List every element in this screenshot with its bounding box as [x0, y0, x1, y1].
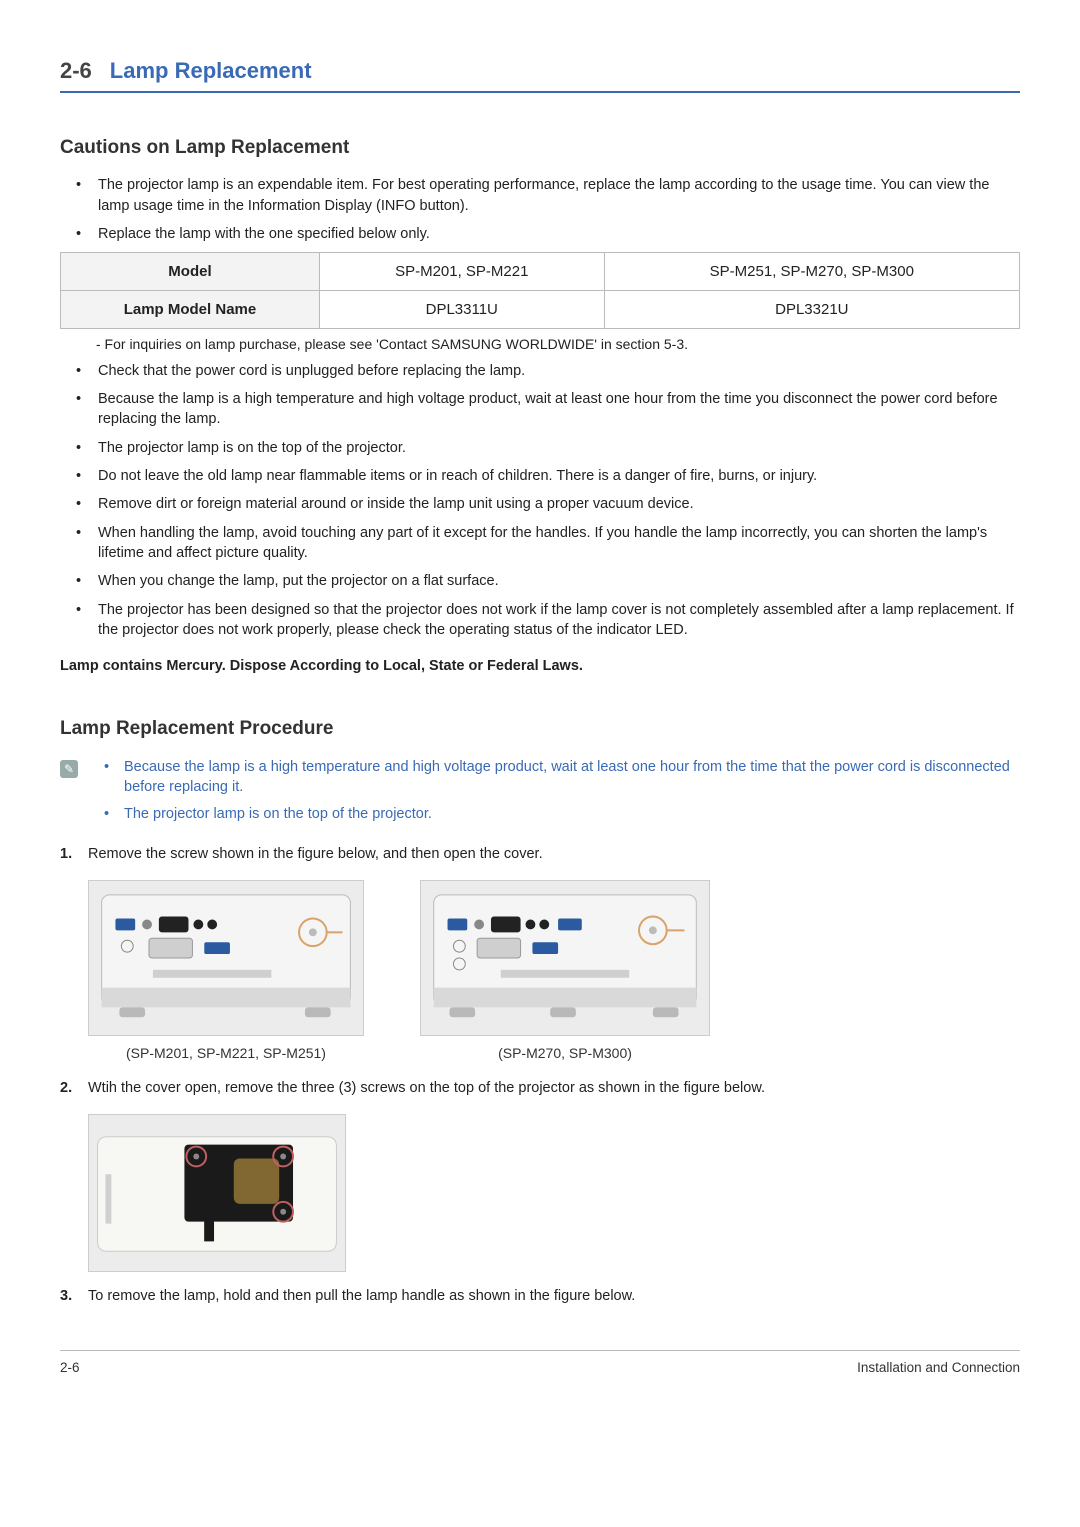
- caution-item: The projector lamp is on the top of the …: [76, 438, 1020, 458]
- procedure-steps: Remove the screw shown in the figure bel…: [60, 844, 1020, 1306]
- caution-item: The projector has been designed so that …: [76, 600, 1020, 641]
- table-cell: DPL3321U: [604, 291, 1019, 329]
- table-header: Model: [61, 253, 320, 291]
- note-item: Because the lamp is a high temperature a…: [104, 757, 1020, 798]
- step-2: Wtih the cover open, remove the three (3…: [60, 1078, 1020, 1272]
- cautions-heading: Cautions on Lamp Replacement: [60, 135, 1020, 162]
- note-body: Because the lamp is a high temperature a…: [88, 757, 1020, 830]
- caution-item: Do not leave the old lamp near flammable…: [76, 466, 1020, 486]
- caution-item: The projector lamp is an expendable item…: [76, 175, 1020, 216]
- caution-item: Remove dirt or foreign material around o…: [76, 494, 1020, 514]
- step2-figures: [88, 1114, 1020, 1272]
- table-header: Lamp Model Name: [61, 291, 320, 329]
- caution-item: Because the lamp is a high temperature a…: [76, 389, 1020, 430]
- projector-figure-b: [420, 880, 710, 1036]
- table-cell: SP-M251, SP-M270, SP-M300: [604, 253, 1019, 291]
- caution-item: Replace the lamp with the one specified …: [76, 224, 1020, 244]
- caution-item: When you change the lamp, put the projec…: [76, 571, 1020, 591]
- step-text: To remove the lamp, hold and then pull t…: [88, 1288, 635, 1304]
- projector-top-figure: [88, 1114, 346, 1272]
- section-label: Lamp Replacement: [110, 56, 312, 87]
- procedure-note: ✎ Because the lamp is a high temperature…: [60, 757, 1020, 830]
- footer-left: 2-6: [60, 1359, 80, 1378]
- step-1: Remove the screw shown in the figure bel…: [60, 844, 1020, 1064]
- figure-b-caption: (SP-M270, SP-M300): [498, 1044, 632, 1064]
- projector-figure-a: [88, 880, 364, 1036]
- table-footnote: - For inquiries on lamp purchase, please…: [60, 335, 1020, 355]
- cautions-list-pre: The projector lamp is an expendable item…: [60, 175, 1020, 244]
- table-row: Lamp Model Name DPL3311U DPL3321U: [61, 291, 1020, 329]
- cautions-list-post: Check that the power cord is unplugged b…: [60, 361, 1020, 640]
- figure-a-caption: (SP-M201, SP-M221, SP-M251): [126, 1044, 326, 1064]
- section-title: 2-6 Lamp Replacement: [60, 56, 1020, 93]
- step-3: To remove the lamp, hold and then pull t…: [60, 1286, 1020, 1306]
- table-cell: SP-M201, SP-M221: [319, 253, 604, 291]
- table-cell: DPL3311U: [319, 291, 604, 329]
- caution-item: When handling the lamp, avoid touching a…: [76, 523, 1020, 564]
- section-number: 2-6: [60, 56, 92, 87]
- mercury-warning: Lamp contains Mercury. Dispose According…: [60, 656, 1020, 676]
- footer-right: Installation and Connection: [857, 1359, 1020, 1378]
- page-footer: 2-6 Installation and Connection: [60, 1350, 1020, 1378]
- table-row: Model SP-M201, SP-M221 SP-M251, SP-M270,…: [61, 253, 1020, 291]
- step-text: Wtih the cover open, remove the three (3…: [88, 1080, 765, 1096]
- figure-a: (SP-M201, SP-M221, SP-M251): [88, 880, 364, 1064]
- note-icon: ✎: [60, 760, 78, 778]
- caution-item: Check that the power cord is unplugged b…: [76, 361, 1020, 381]
- procedure-heading: Lamp Replacement Procedure: [60, 716, 1020, 743]
- lamp-model-table: Model SP-M201, SP-M221 SP-M251, SP-M270,…: [60, 252, 1020, 329]
- step1-figures: (SP-M201, SP-M221, SP-M251): [88, 880, 1020, 1064]
- figure-b: (SP-M270, SP-M300): [420, 880, 710, 1064]
- step-text: Remove the screw shown in the figure bel…: [88, 846, 543, 862]
- note-item: The projector lamp is on the top of the …: [104, 804, 1020, 824]
